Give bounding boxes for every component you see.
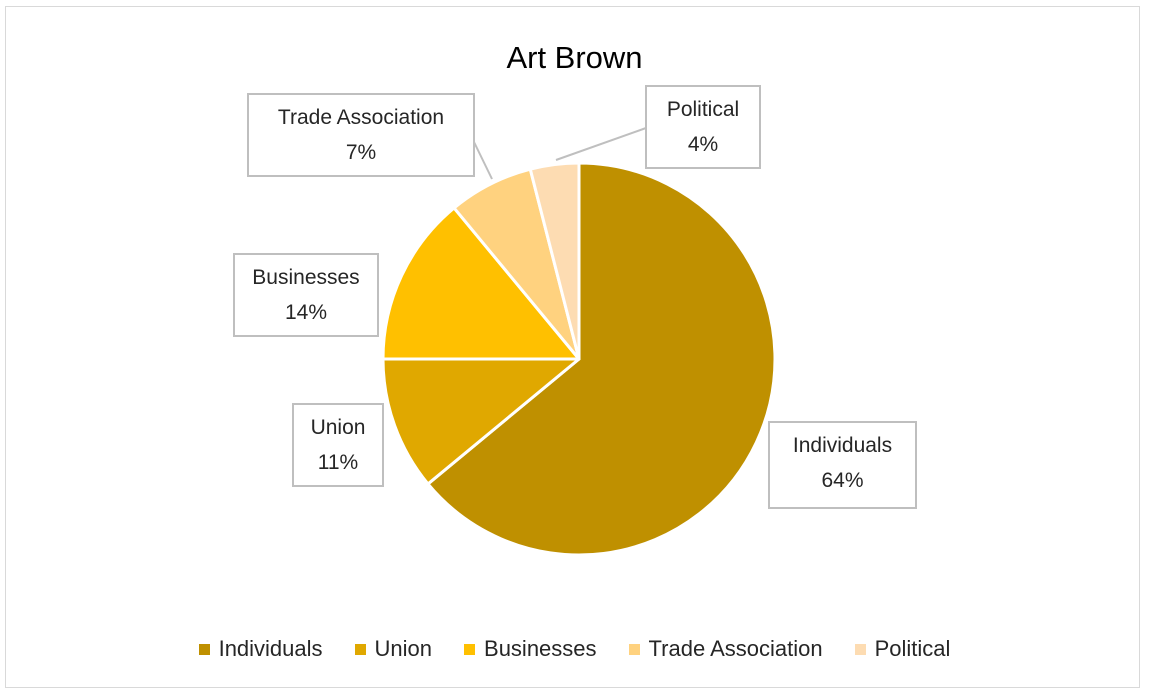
- callout-box: [292, 403, 384, 487]
- legend-label: Trade Association: [648, 636, 823, 661]
- chart-title: Art Brown: [506, 40, 643, 75]
- legend-label: Union: [374, 636, 433, 661]
- data-callout-individuals: Individuals 64%: [768, 421, 917, 509]
- callout-box: [645, 85, 761, 169]
- callout-category-label: Individuals: [793, 434, 892, 457]
- callout-category-label: Businesses: [252, 266, 359, 289]
- data-callout-union: Union 11%: [292, 403, 384, 487]
- legend-item-union: Union: [354, 636, 433, 662]
- legend-swatch: [854, 643, 866, 655]
- legend-item-individuals: Individuals: [198, 636, 323, 662]
- callout-category-label: Political: [667, 98, 739, 121]
- callout-category-label: Union: [311, 416, 366, 439]
- legend-swatch: [464, 643, 476, 655]
- data-callout-trade-association: Trade Association 7%: [247, 93, 475, 177]
- callout-value-label: 7%: [346, 141, 376, 164]
- legend-label: Businesses: [484, 636, 597, 661]
- callout-category-label: Trade Association: [278, 106, 444, 129]
- legend-swatch: [198, 643, 210, 655]
- pie-slice-union: [381, 357, 581, 486]
- data-callout-businesses: Businesses 14%: [233, 253, 379, 337]
- callout-box: [233, 253, 379, 337]
- legend-item-trade-association: Trade Association: [628, 636, 823, 662]
- pie-slice-individuals: [426, 161, 777, 557]
- data-callout-political: Political 4%: [645, 85, 761, 169]
- callout-value-label: 14%: [285, 301, 327, 324]
- chart-legend: Individuals Union Businesses Trade Associat…: [0, 636, 1149, 662]
- leader-line-trade-association: [473, 141, 493, 180]
- legend-item-businesses: Businesses: [464, 636, 597, 662]
- callout-box: [247, 93, 475, 177]
- legend-label: Political: [874, 636, 951, 661]
- legend-swatch: [628, 643, 640, 655]
- pie-slice-political: [528, 161, 581, 361]
- legend-label: Individuals: [218, 636, 323, 661]
- legend-item-political: Political: [854, 636, 951, 662]
- callout-value-label: 64%: [821, 469, 863, 492]
- leader-line-political: [555, 127, 647, 161]
- callout-value-label: 11%: [318, 451, 358, 474]
- legend-swatch: [354, 643, 366, 655]
- callout-value-label: 4%: [688, 133, 718, 156]
- pie-slice-businesses: [381, 206, 581, 361]
- callout-box: [768, 421, 917, 509]
